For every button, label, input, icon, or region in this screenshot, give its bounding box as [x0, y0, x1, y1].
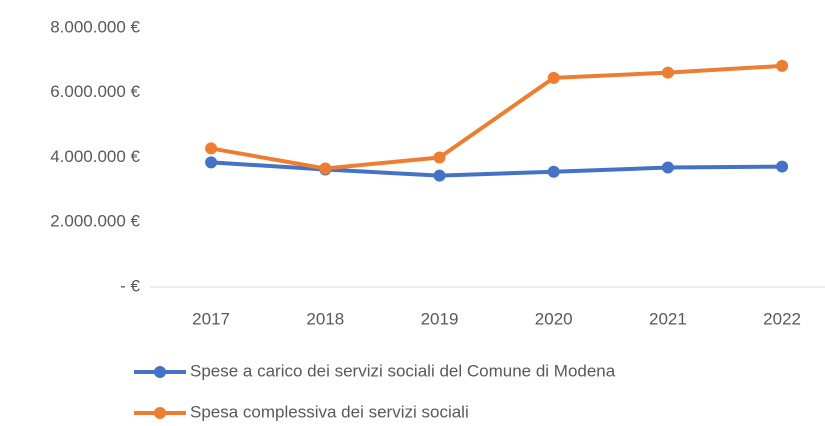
data-point [547, 71, 560, 84]
x-tick-label: 2022 [763, 309, 801, 328]
x-tick-label: 2020 [535, 309, 573, 328]
data-point [661, 66, 674, 79]
legend-label: Spesa complessiva dei servizi sociali [190, 402, 469, 421]
legend-label: Spese a carico dei servizi sociali del C… [190, 361, 616, 380]
legend-marker [154, 366, 166, 378]
data-point [205, 142, 218, 155]
y-tick-label: 8.000.000 € [50, 17, 140, 36]
data-point [319, 162, 332, 175]
legend-marker [154, 407, 166, 419]
y-tick-label: 2.000.000 € [50, 212, 140, 231]
x-tick-label: 2017 [192, 309, 230, 328]
series-line [210, 63, 783, 171]
x-tick-label: 2019 [421, 309, 459, 328]
y-tick-label: 4.000.000 € [50, 147, 140, 166]
data-point [776, 160, 789, 173]
data-point [661, 161, 674, 174]
data-point [776, 59, 789, 72]
series-line [210, 160, 783, 178]
y-tick-label: 6.000.000 € [50, 82, 140, 101]
data-point [433, 169, 446, 182]
data-point [205, 156, 218, 169]
x-tick-label: 2021 [649, 309, 687, 328]
data-point [433, 151, 446, 164]
y-tick-label: - € [120, 276, 140, 295]
data-point [547, 165, 560, 178]
x-tick-label: 2018 [306, 309, 344, 328]
